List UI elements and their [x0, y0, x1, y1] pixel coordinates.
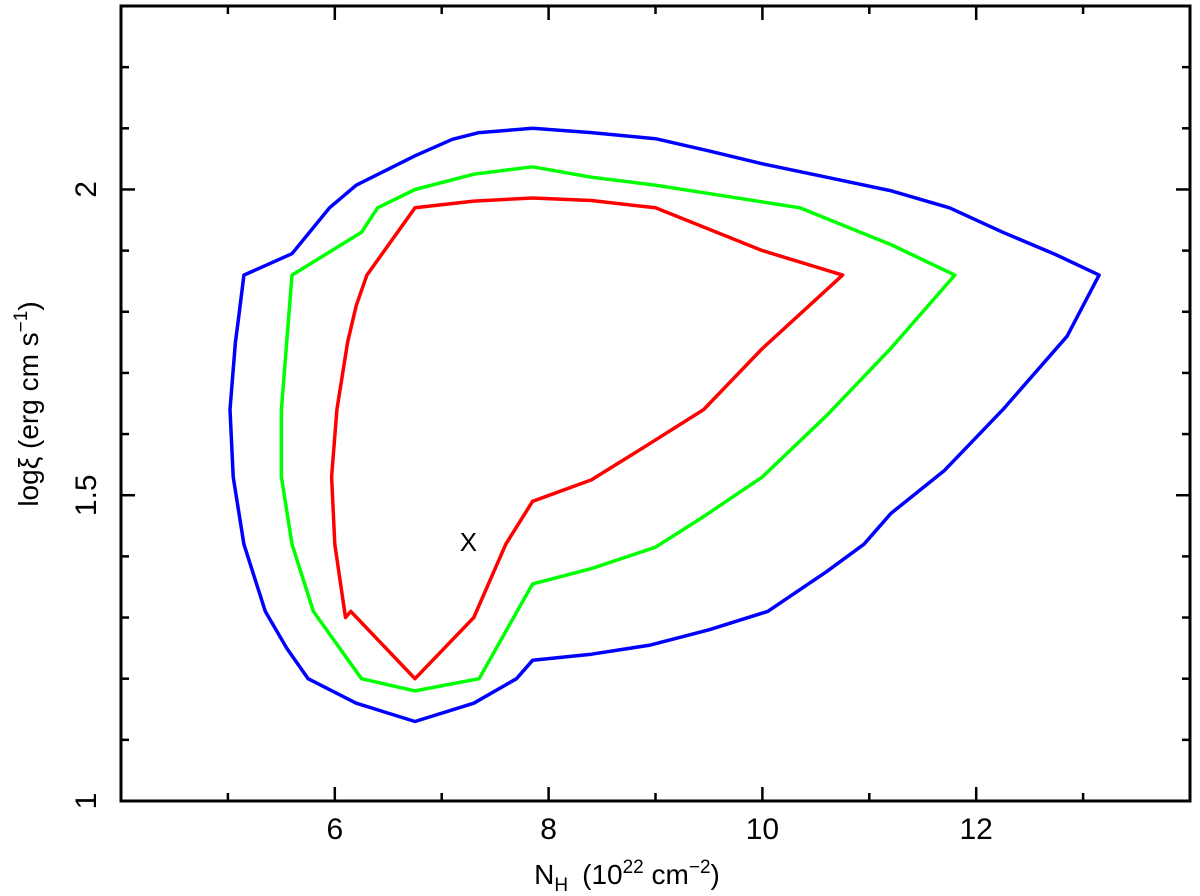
x-axis-title: NH (1022 cm−2): [534, 857, 720, 896]
x-tick-label: 12: [960, 813, 993, 846]
y-tick-label: 2: [70, 181, 103, 198]
tick-labels-layer: 6 8 10 12 1 1.5 2: [70, 181, 993, 846]
contour-line-1: [329, 196, 845, 681]
y-tick-label: 1.5: [70, 474, 103, 516]
x-tick-label: 8: [540, 813, 557, 846]
x-tick-label: 10: [746, 813, 779, 846]
contour-series-layer: [228, 126, 1101, 724]
best-fit-marker: X: [460, 527, 477, 557]
contour-line-3: [228, 126, 1101, 724]
y-tick-label: 1: [70, 793, 103, 810]
plot-frame: [119, 4, 1192, 803]
y-axis-title: logξ (erg cm s−1): [11, 301, 44, 506]
x-tick-label: 6: [326, 813, 343, 846]
contour-line-2: [279, 165, 957, 693]
